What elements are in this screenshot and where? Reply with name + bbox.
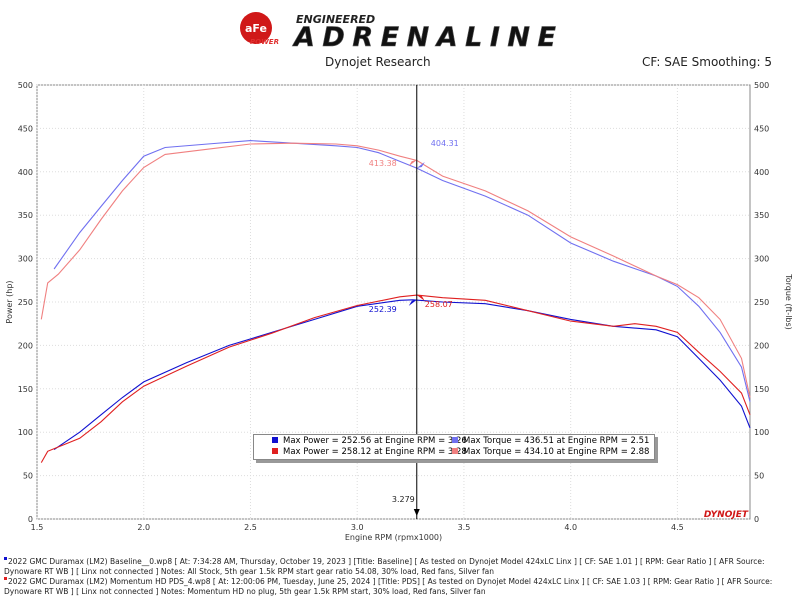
svg-text:POWER: POWER (250, 38, 279, 46)
legend-swatch (452, 437, 458, 443)
series-line-1 (40, 142, 751, 398)
cursor-marker (416, 162, 425, 169)
y2-tick-label: 200 (754, 341, 769, 350)
smoothing-info: CF: SAE Smoothing: 5 (642, 55, 773, 69)
x-axis-label: Engine RPM (rpmx1000) (345, 533, 442, 542)
legend-text: Max Power = 258.12 at Engine RPM = 3.28 (283, 447, 467, 457)
legend-item: Max Power = 252.56 at Engine RPM = 3.26 (272, 436, 467, 447)
y2-axis-label: Torque (ft-lbs) (784, 273, 793, 330)
y2-tick-label: 400 (754, 168, 769, 177)
legend-swatch (272, 437, 278, 443)
y2-tick-label: 0 (754, 515, 759, 524)
series-line-2 (53, 299, 751, 451)
y-tick-label: 200 (18, 341, 33, 350)
legend-text: Max Torque = 434.10 at Engine RPM = 2.88 (463, 447, 650, 457)
cursor-marker (416, 294, 425, 301)
run-note-baseline: 2022 GMC Duramax (LM2) Baseline__0.wp8 [… (4, 557, 800, 577)
legend-text: Max Power = 252.56 at Engine RPM = 3.26 (283, 436, 467, 446)
x-tick-label: 4.5 (671, 523, 684, 532)
y-tick-label: 300 (18, 255, 33, 264)
cursor-value-label: 404.31 (431, 139, 459, 148)
y2-tick-label: 50 (754, 472, 764, 481)
cursor-value-label: 258.07 (425, 300, 453, 309)
cursor-marker (408, 160, 417, 167)
y-tick-label: 250 (18, 298, 33, 307)
series-dot (4, 577, 7, 580)
cursor-value: 3.279 (392, 495, 415, 504)
y-tick-label: 500 (18, 81, 33, 90)
legend: Max Power = 252.56 at Engine RPM = 3.26 … (253, 434, 655, 460)
y-tick-label: 450 (18, 124, 33, 133)
cursor-marker (408, 299, 417, 306)
y-tick-label: 0 (28, 515, 33, 524)
y-tick-label: 350 (18, 211, 33, 220)
y2-tick-label: 100 (754, 428, 769, 437)
y-axis-label: Power (hp) (5, 280, 14, 323)
dynojet-logo: DYNOJET (704, 510, 749, 520)
chart-title: Dynojet Research (325, 55, 431, 69)
y-tick-label: 50 (23, 472, 33, 481)
x-tick-label: 3.5 (458, 523, 471, 532)
svg-text:ENGINEERED: ENGINEERED (296, 13, 375, 26)
y-tick-label: 400 (18, 168, 33, 177)
x-tick-label: 1.5 (31, 523, 44, 532)
legend-swatch (452, 448, 458, 454)
y2-tick-label: 350 (754, 211, 769, 220)
cursor-value-label: 252.39 (369, 305, 397, 314)
y2-tick-label: 300 (754, 255, 769, 264)
legend-text: Max Torque = 436.51 at Engine RPM = 2.51 (463, 436, 650, 446)
note-text: 2022 GMC Duramax (LM2) Baseline__0.wp8 [… (4, 557, 765, 576)
y2-tick-label: 450 (754, 124, 769, 133)
note-text: 2022 GMC Duramax (LM2) Momentum HD PDS_4… (4, 577, 773, 596)
y2-tick-label: 150 (754, 385, 769, 394)
afe-adrenaline-logo: aFe POWER ENGINEERED ADRENALINE (238, 6, 568, 53)
svg-text:aFe: aFe (245, 22, 267, 35)
x-tick-label: 2.0 (137, 523, 150, 532)
legend-item: Max Torque = 436.51 at Engine RPM = 2.51 (452, 436, 649, 447)
series-line-0 (53, 140, 751, 402)
series-dot (4, 557, 7, 560)
svg-text:ADRENALINE: ADRENALINE (292, 22, 557, 48)
y2-tick-label: 250 (754, 298, 769, 307)
x-tick-label: 3.0 (351, 523, 364, 532)
y-tick-label: 100 (18, 428, 33, 437)
legend-swatch (272, 448, 278, 454)
legend-item: Max Torque = 434.10 at Engine RPM = 2.88 (452, 447, 649, 458)
legend-item: Max Power = 258.12 at Engine RPM = 3.28 (272, 447, 467, 458)
run-note-pds: 2022 GMC Duramax (LM2) Momentum HD PDS_4… (4, 577, 800, 597)
y2-tick-label: 500 (754, 81, 769, 90)
cursor-value-label: 413.38 (369, 159, 397, 168)
y-tick-label: 150 (18, 385, 33, 394)
cursor-arrow (413, 509, 420, 516)
x-tick-label: 4.0 (564, 523, 577, 532)
x-tick-label: 2.5 (244, 523, 257, 532)
